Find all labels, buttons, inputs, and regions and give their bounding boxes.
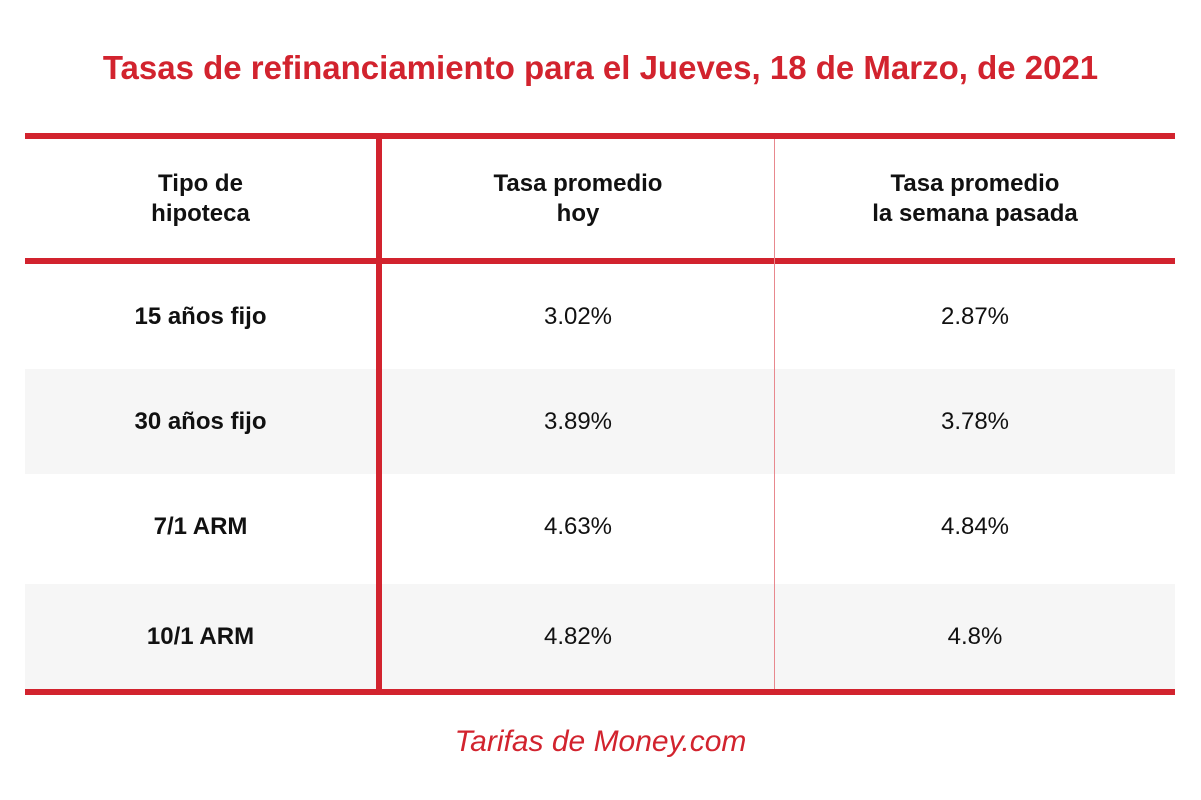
- column-header-today: Tasa promedio hoy: [382, 139, 774, 258]
- column-header-today-line1: Tasa promedio: [493, 169, 663, 197]
- row-type-cell: 15 años fijo: [134, 302, 267, 330]
- table-row: 10/1 ARM 4.82% 4.8%: [25, 584, 1175, 689]
- table-column-divider-main: [376, 133, 382, 695]
- table-top-rule: [25, 133, 1175, 139]
- table-row: 7/1 ARM 4.63% 4.84%: [25, 474, 1175, 579]
- row-type-cell: 30 años fijo: [134, 407, 267, 435]
- column-header-type-line1: Tipo de: [158, 169, 243, 197]
- column-header-type-line2: hipoteca: [151, 199, 250, 227]
- today-rate-cell: 3.89%: [543, 407, 613, 435]
- last-week-rate-cell: 4.8%: [947, 622, 1003, 650]
- column-header-type: Tipo de hipoteca: [25, 139, 376, 258]
- today-rate-cell: 4.63%: [543, 512, 613, 540]
- source-credit: Tarifas de Money.com: [454, 725, 747, 758]
- rates-table: Tipo de hipoteca Tasa promedio hoy Tasa …: [25, 133, 1175, 695]
- row-type-cell: 10/1 ARM: [146, 622, 255, 650]
- table-header-row: Tipo de hipoteca Tasa promedio hoy Tasa …: [25, 139, 1175, 258]
- table-bottom-rule: [25, 689, 1175, 695]
- table-header-rule: [25, 258, 1175, 264]
- column-header-last-week-line1: Tasa promedio: [890, 169, 1060, 197]
- last-week-rate-cell: 3.78%: [940, 407, 1010, 435]
- today-rate-cell: 4.82%: [543, 622, 613, 650]
- table-row: 15 años fijo 3.02% 2.87%: [25, 264, 1175, 369]
- table-row: 30 años fijo 3.89% 3.78%: [25, 369, 1175, 474]
- column-header-today-line2: hoy: [556, 199, 600, 227]
- row-type-cell: 7/1 ARM: [153, 512, 248, 540]
- table-column-divider-thin: [774, 139, 775, 689]
- page-title: Tasas de refinanciamiento para el Jueves…: [102, 49, 1099, 86]
- today-rate-cell: 3.02%: [543, 302, 613, 330]
- column-header-last-week-line2: la semana pasada: [872, 199, 1078, 227]
- last-week-rate-cell: 4.84%: [940, 512, 1010, 540]
- last-week-rate-cell: 2.87%: [940, 302, 1010, 330]
- column-header-last-week: Tasa promedio la semana pasada: [775, 139, 1175, 258]
